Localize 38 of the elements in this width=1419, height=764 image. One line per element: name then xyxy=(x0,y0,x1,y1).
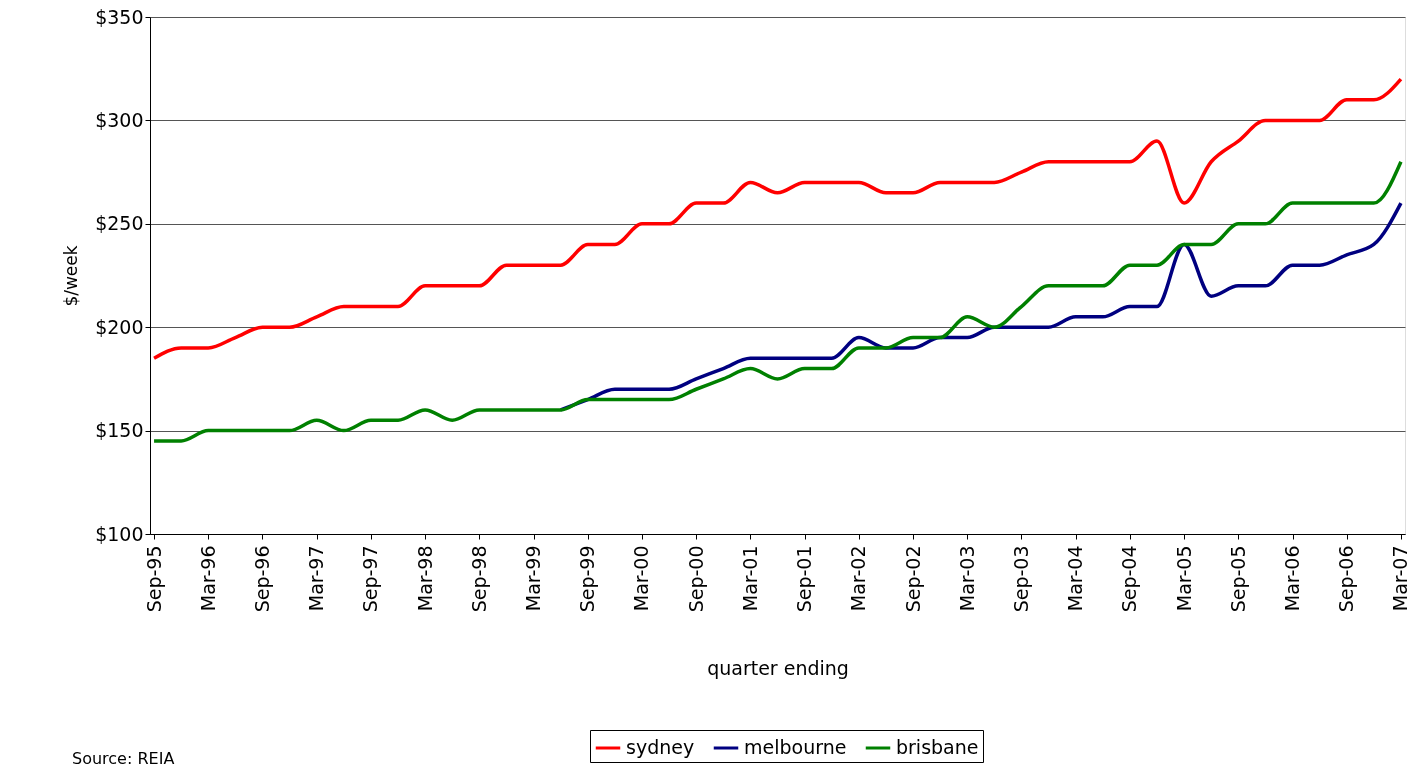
x-tick-label: Sep-96 xyxy=(250,545,273,613)
y-tick-label: $100 xyxy=(95,522,144,545)
legend-label: sydney xyxy=(626,736,695,758)
y-tick-label: $250 xyxy=(95,212,144,235)
y-tick-label: $350 xyxy=(95,5,144,28)
y-tick-label: $200 xyxy=(95,315,144,338)
x-tick-label: Mar-01 xyxy=(738,545,761,612)
x-tick-label: Sep-97 xyxy=(359,545,382,613)
legend-label: brisbane xyxy=(896,736,979,758)
x-tick-label: Sep-00 xyxy=(684,545,707,613)
y-tick-label: $150 xyxy=(95,419,144,442)
x-tick-label: Mar-98 xyxy=(413,545,436,612)
x-tick-label: Sep-03 xyxy=(1009,545,1032,613)
x-tick-label: Mar-96 xyxy=(196,545,219,612)
x-tick-label: Mar-05 xyxy=(1172,545,1195,612)
line-series xyxy=(152,160,1403,443)
line-series xyxy=(152,77,1403,360)
x-tick-label: Sep-95 xyxy=(142,545,165,613)
x-tick-label: Sep-06 xyxy=(1335,545,1358,613)
source-note: Source: REIA xyxy=(72,749,175,764)
x-tick-label: Sep-98 xyxy=(467,545,490,613)
x-tick-label: Mar-06 xyxy=(1281,545,1304,612)
x-tick-label: Mar-07 xyxy=(1389,545,1412,612)
x-tick-label: Sep-04 xyxy=(1118,545,1141,613)
x-tick-label: Mar-97 xyxy=(305,545,328,612)
x-tick-label: Sep-01 xyxy=(793,545,816,613)
x-tick-label: Mar-03 xyxy=(955,545,978,612)
x-tick-label: Mar-04 xyxy=(1064,545,1087,612)
x-tick-label: Mar-99 xyxy=(522,545,545,612)
x-tick-label: Mar-02 xyxy=(847,545,870,612)
x-tick-label: Sep-99 xyxy=(576,545,599,613)
y-tick-label: $300 xyxy=(95,108,144,131)
x-tick-label: Sep-05 xyxy=(1226,545,1249,613)
x-axis-title: quarter ending xyxy=(707,657,849,680)
x-tick-label: Sep-02 xyxy=(901,545,924,613)
y-axis-title: $/week xyxy=(61,245,82,307)
legend-label: melbourne xyxy=(744,736,847,758)
x-tick-label: Mar-00 xyxy=(630,545,653,612)
